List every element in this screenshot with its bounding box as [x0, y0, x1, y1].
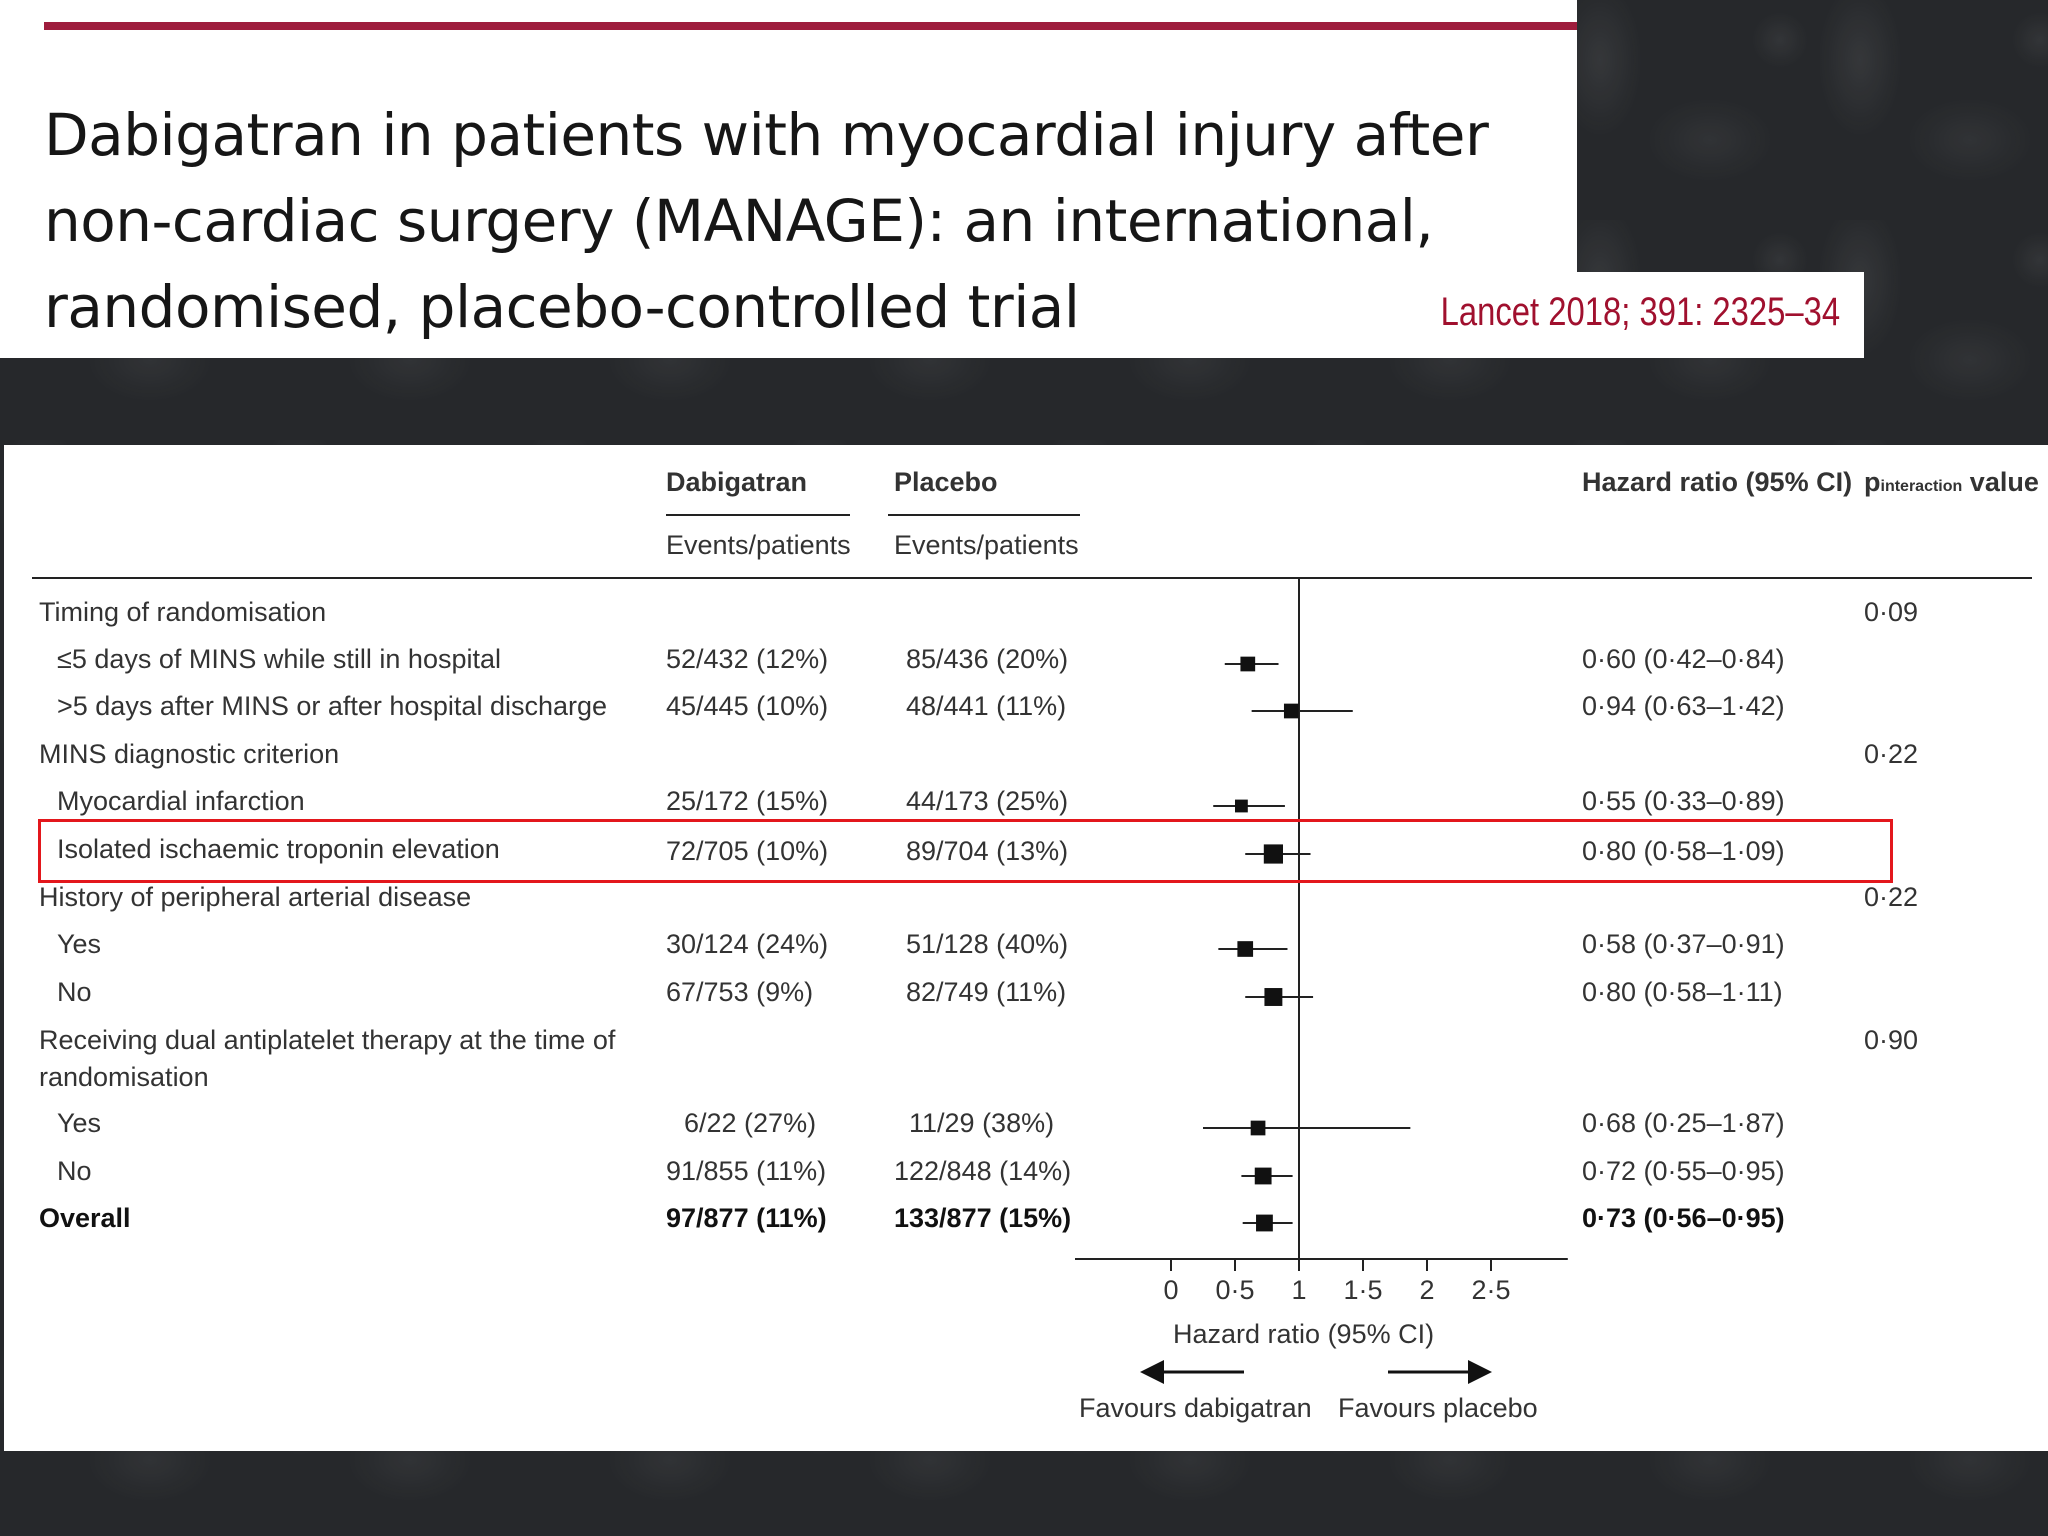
- cell-placebo: 44/173 (25%): [906, 786, 1069, 816]
- favours-placebo-label: Favours placebo: [1338, 1393, 1538, 1423]
- x-tick-label: 1·5: [1343, 1275, 1382, 1305]
- title-panel: Dabigatran in patients with myocardial i…: [0, 0, 1577, 358]
- overall-hazard-ratio: 0·73 (0·56–0·95): [1582, 1203, 1785, 1233]
- x-tick-label: 0·5: [1215, 1275, 1254, 1305]
- group-label-dual-antiplatelet-line2: randomisation: [39, 1062, 209, 1092]
- row-label: >5 days after MINS or after hospital dis…: [57, 691, 608, 721]
- cell-placebo: 51/128 (40%): [906, 929, 1069, 959]
- overall-label: Overall: [39, 1203, 131, 1233]
- point-estimate-marker: [1254, 1167, 1272, 1185]
- point-estimate-marker: [1256, 1214, 1273, 1232]
- point-estimate-marker: [1240, 656, 1256, 672]
- header-rule: [32, 577, 2032, 579]
- cell-dabigatran: 25/172 (15%): [666, 786, 829, 816]
- header-p-value: value: [1962, 467, 2039, 497]
- cell-hazard-ratio: 0·60 (0·42–0·84): [1582, 644, 1785, 674]
- favours-dabigatran-arrowhead: [1140, 1360, 1164, 1384]
- cell-placebo: 48/441 (11%): [906, 691, 1067, 721]
- overall-dabigatran: 97/877 (11%): [666, 1203, 827, 1233]
- row-label: Isolated ischaemic troponin elevation: [57, 834, 500, 864]
- p-interaction-pad: 0·22: [1864, 882, 1919, 912]
- header-underline-placebo: [888, 514, 1080, 516]
- x-axis-label: Hazard ratio (95% CI): [1173, 1319, 1435, 1349]
- cell-hazard-ratio: 0·72 (0·55–0·95): [1582, 1156, 1785, 1186]
- row-label: No: [57, 977, 92, 1007]
- row-label: ≤5 days of MINS while still in hospital: [57, 644, 501, 674]
- p-interaction-mins-criterion: 0·22: [1864, 739, 1919, 769]
- slide-title: Dabigatran in patients with myocardial i…: [44, 101, 1489, 341]
- point-estimate-marker: [1264, 988, 1283, 1006]
- cell-dabigatran: 91/855 (11%): [666, 1156, 827, 1186]
- header-underline-dabigatran: [666, 514, 850, 516]
- forest-plot-figure: Dabigatran Events/patients Placebo Event…: [4, 445, 2048, 1451]
- row-label: Yes: [57, 929, 102, 959]
- row-label: Myocardial infarction: [57, 786, 305, 816]
- cell-placebo: 122/848 (14%): [894, 1156, 1072, 1186]
- cell-placebo: 11/29 (38%): [909, 1108, 1055, 1138]
- point-estimate-marker: [1250, 1120, 1266, 1136]
- cell-dabigatran: 30/124 (24%): [666, 929, 829, 959]
- header-p-interaction: pinteraction value: [1864, 467, 2039, 502]
- x-tick-label: 2·5: [1471, 1275, 1510, 1305]
- header-hazard-ratio: Hazard ratio (95% CI): [1582, 467, 1853, 497]
- cell-hazard-ratio: 0·58 (0·37–0·91): [1582, 929, 1785, 959]
- cell-placebo: 82/749 (11%): [906, 977, 1067, 1007]
- group-label-timing: Timing of randomisation: [39, 597, 327, 627]
- point-estimate-marker: [1237, 941, 1254, 957]
- x-tick-label: 0: [1163, 1275, 1178, 1305]
- header-p-subscript: interaction: [1880, 478, 1963, 495]
- cell-dabigatran: 67/753 (9%): [666, 977, 814, 1007]
- journal-citation: Lancet 2018; 391: 2325–34: [1440, 290, 1840, 334]
- header-placebo: Placebo: [894, 467, 998, 497]
- cell-placebo: 89/704 (13%): [906, 836, 1069, 866]
- forest-plot-chart: 0 0·5 1 1·5 2 2·5: [1075, 579, 1568, 1384]
- cell-dabigatran: 6/22 (27%): [684, 1108, 817, 1138]
- cell-hazard-ratio: 0·80 (0·58–1·11): [1582, 977, 1783, 1007]
- header-events-placebo: Events/patients: [894, 530, 1079, 560]
- group-label-mins-criterion: MINS diagnostic criterion: [39, 739, 340, 769]
- cell-dabigatran: 45/445 (10%): [666, 691, 829, 721]
- p-interaction-timing: 0·09: [1864, 597, 1919, 627]
- x-tick-label: 1: [1291, 1275, 1306, 1305]
- row-label: No: [57, 1156, 92, 1186]
- cell-hazard-ratio: 0·55 (0·33–0·89): [1582, 786, 1785, 816]
- overall-placebo: 133/877 (15%): [894, 1203, 1072, 1233]
- point-estimate-marker: [1235, 799, 1248, 813]
- cell-hazard-ratio: 0·68 (0·25–1·87): [1582, 1108, 1785, 1138]
- title-accent-rule: [44, 22, 1577, 30]
- group-label-peripheral-arterial-disease: History of peripheral arterial disease: [39, 882, 472, 912]
- p-interaction-dual-antiplatelet: 0·90: [1864, 1025, 1919, 1055]
- point-estimate-marker: [1283, 703, 1299, 719]
- cell-hazard-ratio: 0·94 (0·63–1·42): [1582, 691, 1785, 721]
- cell-dabigatran: 72/705 (10%): [666, 836, 829, 866]
- favours-placebo-arrowhead: [1468, 1360, 1492, 1384]
- group-label-dual-antiplatelet: Receiving dual antiplatelet therapy at t…: [39, 1025, 616, 1055]
- header-events-dabigatran: Events/patients: [666, 530, 851, 560]
- cell-hazard-ratio: 0·80 (0·58–1·09): [1582, 836, 1785, 866]
- citation-box: Lancet 2018; 391: 2325–34: [1420, 272, 1864, 358]
- point-estimate-marker: [1263, 844, 1283, 864]
- favours-dabigatran-label: Favours dabigatran: [1079, 1393, 1312, 1423]
- header-dabigatran: Dabigatran: [666, 467, 808, 497]
- cell-placebo: 85/436 (20%): [906, 644, 1069, 674]
- x-tick-label: 2: [1419, 1275, 1434, 1305]
- highlight-box-troponin-row: [38, 819, 1893, 883]
- header-p-letter: p: [1864, 467, 1881, 497]
- cell-dabigatran: 52/432 (12%): [666, 644, 829, 674]
- row-label: Yes: [57, 1108, 102, 1138]
